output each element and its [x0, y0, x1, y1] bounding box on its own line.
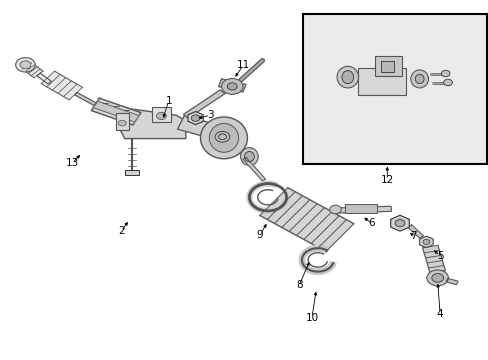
Polygon shape [422, 246, 445, 273]
Ellipse shape [221, 78, 243, 94]
Bar [151, 107, 171, 122]
Bar [116, 113, 128, 130]
Polygon shape [243, 158, 265, 181]
Text: 4: 4 [436, 309, 443, 319]
Circle shape [20, 61, 31, 69]
Bar [303, 14, 486, 164]
Polygon shape [332, 206, 390, 213]
Circle shape [426, 270, 447, 286]
Text: 13: 13 [65, 158, 79, 168]
Polygon shape [22, 63, 43, 78]
Circle shape [191, 115, 200, 121]
Circle shape [440, 70, 449, 77]
Ellipse shape [240, 148, 258, 166]
Text: 12: 12 [380, 175, 393, 185]
Bar [357, 68, 406, 95]
Polygon shape [75, 93, 96, 105]
Bar [345, 204, 376, 213]
Polygon shape [218, 79, 245, 92]
Ellipse shape [209, 123, 238, 152]
Circle shape [218, 134, 226, 140]
Ellipse shape [410, 70, 427, 88]
Text: 2: 2 [118, 226, 124, 236]
Polygon shape [117, 108, 185, 139]
Circle shape [156, 112, 166, 120]
Text: 8: 8 [295, 280, 302, 290]
Text: 6: 6 [367, 218, 374, 228]
Bar [380, 61, 393, 72]
Ellipse shape [200, 117, 247, 159]
Text: 11: 11 [236, 60, 250, 70]
Ellipse shape [341, 71, 353, 84]
Bar [374, 56, 401, 76]
Polygon shape [183, 90, 224, 118]
Polygon shape [259, 188, 353, 252]
Text: 10: 10 [305, 312, 318, 323]
Polygon shape [37, 73, 51, 84]
Polygon shape [177, 116, 223, 140]
Polygon shape [41, 71, 82, 100]
Polygon shape [445, 278, 457, 285]
Text: 9: 9 [256, 230, 263, 240]
Text: 7: 7 [409, 231, 416, 241]
Circle shape [422, 239, 429, 244]
Text: 3: 3 [206, 110, 213, 120]
Circle shape [118, 120, 126, 126]
Polygon shape [93, 101, 139, 122]
Text: 5: 5 [436, 251, 443, 261]
Circle shape [329, 205, 341, 214]
Circle shape [16, 58, 35, 72]
Polygon shape [407, 225, 423, 238]
Ellipse shape [227, 83, 237, 90]
Circle shape [443, 79, 451, 86]
Ellipse shape [336, 66, 358, 88]
Ellipse shape [244, 152, 254, 162]
Polygon shape [91, 98, 141, 125]
Circle shape [215, 131, 229, 142]
Text: 1: 1 [165, 96, 172, 106]
Circle shape [394, 220, 404, 227]
Ellipse shape [414, 74, 423, 84]
Bar [124, 170, 139, 175]
Circle shape [431, 274, 443, 282]
